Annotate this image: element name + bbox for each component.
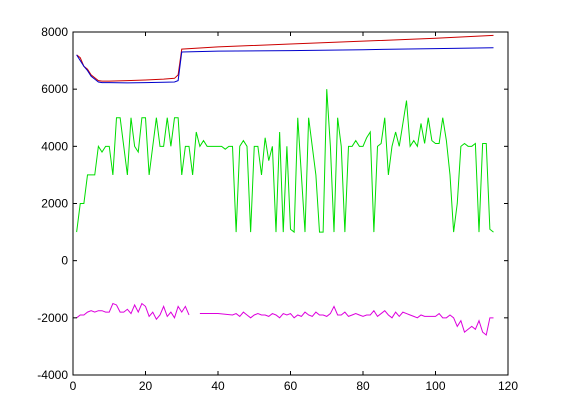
x-tick-label: 40	[211, 379, 225, 393]
x-axis-ticks: 0 20 40 60 80 100 120	[70, 32, 518, 393]
series-0-line	[76, 34, 494, 82]
x-tick-label: 60	[284, 379, 298, 393]
x-tick-label: 80	[356, 379, 370, 393]
y-tick-label: 8000	[41, 25, 68, 39]
y-axis-ticks: -4000 -2000 0 2000 4000 6000 8000	[37, 25, 508, 382]
series-1-line	[76, 47, 494, 84]
y-tick-label: 6000	[41, 82, 68, 96]
series-3-line-segment-1	[199, 305, 494, 336]
y-tick-label: -4000	[37, 368, 68, 382]
y-tick-label: -2000	[37, 311, 68, 325]
series-3-line-segment-0	[76, 302, 190, 321]
plot-area	[72, 31, 509, 376]
series-2-line	[76, 89, 494, 234]
x-tick-label: 20	[139, 379, 153, 393]
series-layer	[76, 34, 494, 336]
y-tick-label: 4000	[41, 139, 68, 153]
x-tick-label: 100	[425, 379, 445, 393]
y-tick-label: 0	[61, 254, 68, 268]
x-tick-label: 120	[498, 379, 518, 393]
y-tick-label: 2000	[41, 197, 68, 211]
x-tick-label: 0	[70, 379, 77, 393]
